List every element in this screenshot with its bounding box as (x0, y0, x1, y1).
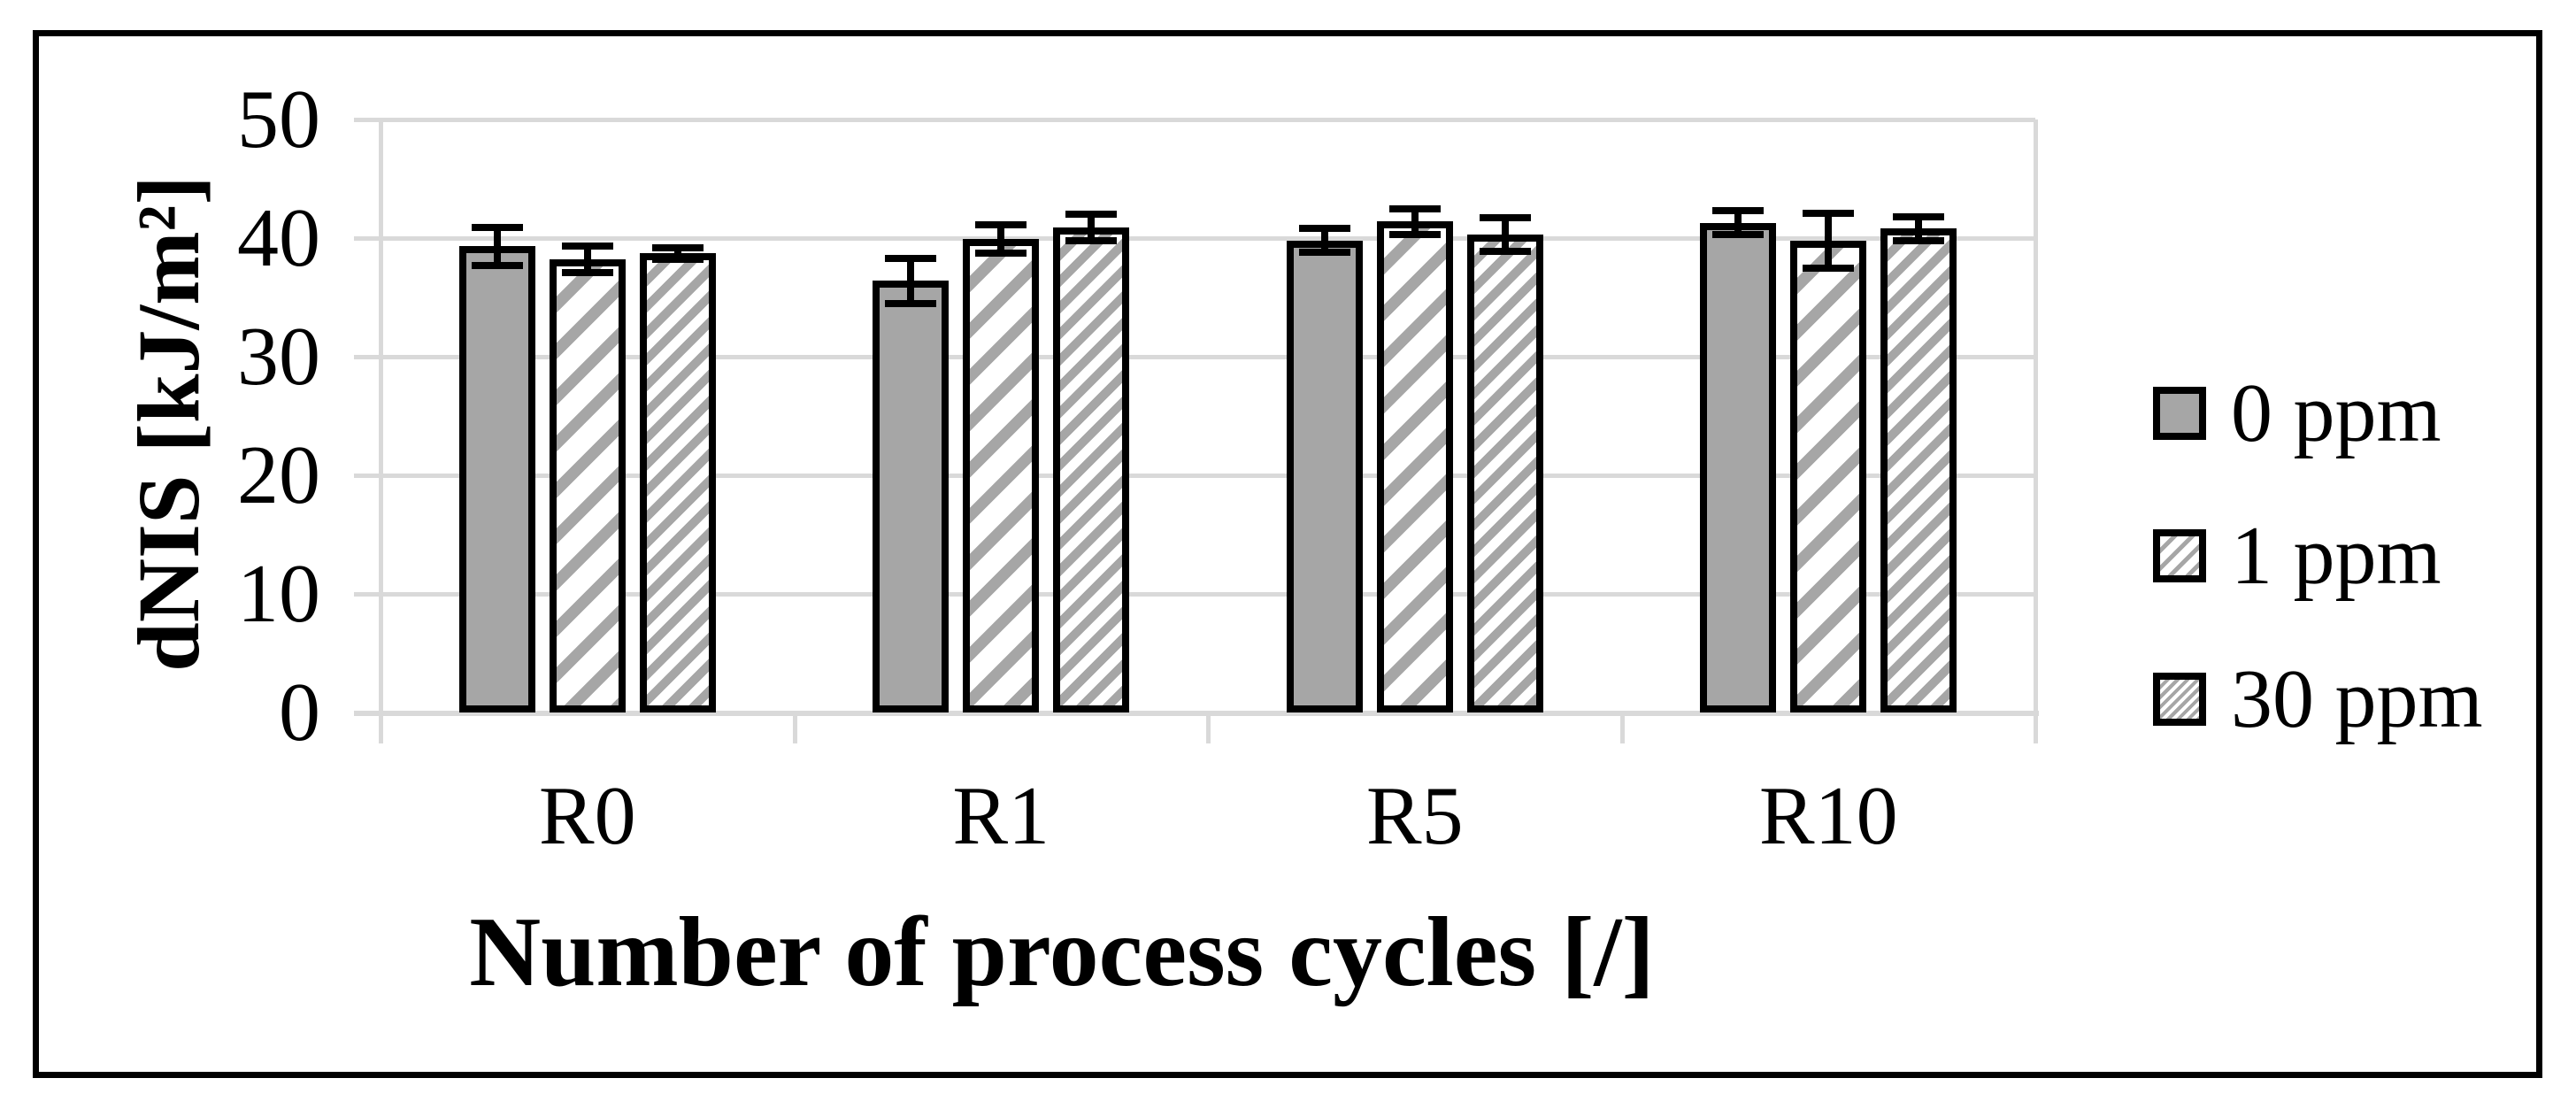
error-bar-whisker (1411, 208, 1419, 235)
legend-label: 1 ppm (2231, 510, 2441, 602)
bar-r0-30-ppm (639, 253, 716, 712)
y-tick-label: 10 (237, 548, 320, 640)
error-bar-cap-bottom (1893, 236, 1945, 244)
bar-r10-0-ppm (1700, 222, 1777, 712)
error-bar-cap-bottom (1065, 236, 1118, 244)
error-bar-cap-bottom (885, 299, 937, 307)
bar-r10-1-ppm (1790, 240, 1867, 712)
bar-r10-30-ppm (1880, 228, 1957, 712)
error-bar-cap-top (1893, 212, 1945, 220)
error-bar-cap-top (1479, 214, 1531, 222)
error-bar-whisker (1320, 228, 1328, 253)
bar-r1-1-ppm (963, 239, 1040, 712)
bar-r0-0-ppm (458, 246, 535, 712)
x-axis-tick (792, 712, 797, 743)
error-bar-cap-top (561, 243, 613, 250)
y-tick-label: 50 (237, 73, 320, 166)
legend-swatch (2153, 529, 2206, 582)
x-axis-line (354, 711, 2039, 716)
x-tick-label: R10 (1758, 770, 1898, 862)
x-tick-label: R0 (538, 770, 636, 862)
error-bar-cap-top (1388, 204, 1441, 212)
legend-label: 0 ppm (2231, 367, 2441, 459)
y-axis-tick (354, 236, 381, 241)
bar-r0-1-ppm (549, 259, 626, 712)
x-axis-tick (2034, 712, 2038, 743)
error-bar-cap-top (1712, 207, 1765, 215)
bar-r5-0-ppm (1286, 240, 1363, 712)
error-bar-cap-bottom (975, 250, 1027, 258)
bar-r1-30-ppm (1053, 227, 1130, 712)
error-bar-cap-top (1065, 211, 1118, 219)
bar-r5-1-ppm (1376, 221, 1453, 712)
y-gridline (381, 592, 2035, 597)
y-axis-title-text: dNIS [kJ/m²] (119, 174, 218, 672)
error-bar-cap-top (885, 254, 937, 262)
error-bar-cap-top (975, 221, 1027, 229)
error-bar-whisker (583, 246, 591, 273)
y-axis-tick (354, 118, 381, 122)
error-bar-whisker (673, 247, 681, 260)
plot-border-left (379, 119, 383, 712)
error-bar-whisker (1915, 216, 1923, 241)
error-bar-cap-bottom (1388, 230, 1441, 238)
error-bar-cap-bottom (1803, 264, 1855, 272)
x-axis-tick (1206, 712, 1211, 743)
y-gridline (381, 118, 2035, 122)
error-bar-cap-top (651, 243, 704, 251)
x-axis-tick (379, 712, 383, 743)
y-axis-tick (354, 355, 381, 359)
error-bar-whisker (1734, 211, 1742, 235)
legend-swatch (2153, 387, 2206, 440)
legend-label: 30 ppm (2231, 653, 2483, 745)
error-bar-whisker (493, 227, 501, 266)
legend-item-0-ppm: 0 ppm (2153, 369, 2441, 458)
error-bar-cap-bottom (1712, 230, 1765, 238)
y-axis-tick (354, 474, 381, 478)
plot-border-right (2034, 119, 2038, 712)
x-axis-tick (1619, 712, 1625, 743)
error-bar-cap-top (1803, 209, 1855, 217)
error-bar-whisker (1825, 212, 1833, 268)
y-gridline (381, 355, 2035, 359)
error-bar-whisker (997, 225, 1005, 254)
error-bar-whisker (1088, 214, 1096, 241)
legend-item-1-ppm: 1 ppm (2153, 512, 2441, 600)
y-tick-label: 0 (279, 666, 320, 759)
error-bar-cap-bottom (1298, 249, 1350, 257)
y-gridline (381, 236, 2035, 241)
bar-r1-0-ppm (873, 281, 950, 712)
error-bar-cap-bottom (471, 261, 523, 269)
y-axis-tick (354, 592, 381, 597)
error-bar-cap-top (471, 223, 523, 231)
error-bar-cap-bottom (651, 256, 704, 264)
bar-r5-30-ppm (1466, 234, 1543, 712)
y-tick-label: 20 (237, 429, 320, 521)
legend-item-30-ppm: 30 ppm (2153, 655, 2483, 743)
error-bar-cap-top (1298, 225, 1350, 233)
error-bar-cap-bottom (1479, 247, 1531, 255)
y-tick-label: 30 (237, 311, 320, 403)
y-tick-label: 40 (237, 192, 320, 284)
legend-swatch (2153, 673, 2206, 726)
error-bar-whisker (1501, 218, 1509, 251)
error-bar-cap-bottom (561, 268, 613, 276)
x-axis-title: Number of process cycles [/] (469, 897, 1655, 1007)
error-bar-whisker (907, 258, 915, 304)
x-tick-label: R5 (1365, 770, 1464, 862)
x-tick-label: R1 (952, 770, 1050, 862)
y-gridline (381, 474, 2035, 478)
